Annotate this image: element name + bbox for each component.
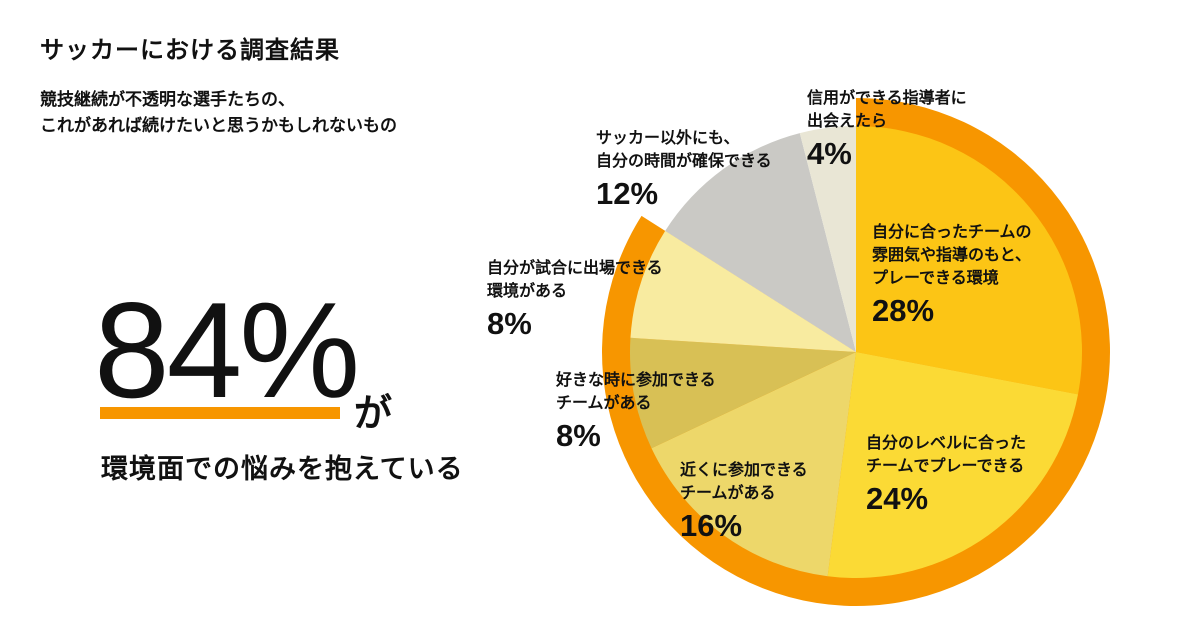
slice-value-label: 8% — [487, 306, 532, 341]
slice-label-line: チームがある — [556, 393, 652, 412]
slice-label-line: チームでプレーできる — [866, 456, 1025, 475]
slice-label-line: 自分に合ったチームの — [872, 222, 1032, 241]
slice-label-line: チームがある — [680, 483, 776, 502]
subtitle-line: 競技継続が不透明な選手たちの、 — [40, 90, 295, 110]
pie-slice — [799, 126, 856, 352]
slice-label-line: 出会えたら — [807, 111, 888, 130]
slice-value-label: 4% — [807, 136, 852, 171]
slice-label-team-atmosphere: 自分に合ったチームの 雰囲気や指導のもと、 プレーできる環境 28% — [872, 220, 1032, 331]
slice-label-line: 自分の時間が確保できる — [596, 151, 772, 170]
slice-label-trusted-coach: 信用ができる指導者に 出会えたら 4% — [807, 86, 967, 174]
pie-slice — [630, 337, 856, 449]
subtitle-line: これがあれば続けたいと思うかもしれないもの — [40, 116, 397, 136]
pie-slice — [827, 352, 1078, 579]
pie-slice — [665, 133, 856, 352]
slice-value-label: 24% — [866, 481, 929, 516]
slice-value-label: 8% — [556, 418, 601, 453]
headline-underline — [100, 407, 340, 419]
headline-particle: が — [354, 391, 393, 435]
slice-label-line: 自分が試合に出場できる — [487, 258, 663, 277]
slice-value-label: 28% — [872, 293, 935, 328]
slice-label-match-play: 自分が試合に出場できる 環境がある 8% — [487, 256, 663, 344]
chart-subtitle: 競技継続が不透明な選手たちの、 これがあれば続けたいと思うかもしれないもの — [40, 87, 397, 139]
slice-value-label: 16% — [680, 508, 743, 543]
slice-label-line: 自分のレベルに合った — [866, 433, 1027, 452]
pie-slice — [651, 352, 856, 577]
slice-value-label: 12% — [596, 176, 659, 211]
pie-slice — [856, 126, 1083, 395]
slice-label-line: 近くに参加できる — [680, 460, 808, 479]
slice-label-line: プレーできる環境 — [872, 268, 999, 287]
headline-tagline: 環境面での悩みを抱えている — [101, 454, 464, 485]
slice-label-team-level: 自分のレベルに合った チームでプレーできる 24% — [866, 431, 1026, 519]
chart-title: サッカーにおける調査結果 — [40, 36, 340, 64]
pie-slice — [630, 230, 856, 352]
slice-label-line: 雰囲気や指導のもと、 — [872, 245, 1032, 264]
slice-label-line: サッカー以外にも、 — [596, 128, 740, 147]
headline-percentage: 84% — [94, 274, 360, 426]
slice-label-line: 環境がある — [487, 281, 568, 300]
slice-label-nearby-team: 近くに参加できる チームがある 16% — [680, 458, 808, 546]
slice-label-line: 好きな時に参加できる — [556, 370, 716, 389]
slice-label-own-time: サッカー以外にも、 自分の時間が確保できる 12% — [596, 126, 772, 214]
slice-label-line: 信用ができる指導者に — [807, 88, 967, 107]
slice-label-flexible-team: 好きな時に参加できる チームがある 8% — [556, 368, 716, 456]
